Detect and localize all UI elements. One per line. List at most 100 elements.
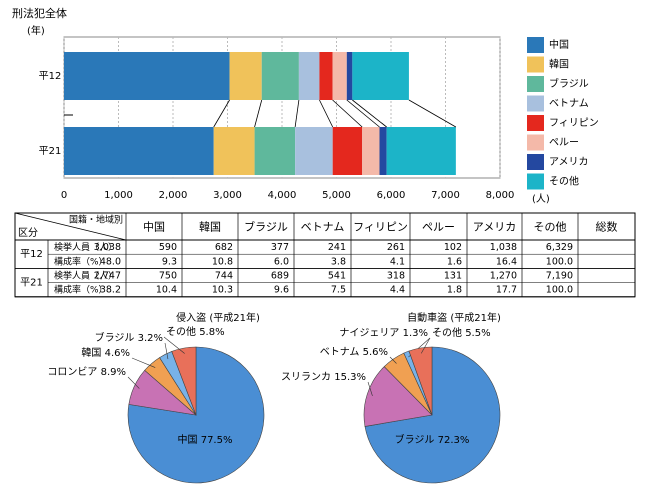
cell: 10.3	[212, 285, 233, 296]
slice-label: ベトナム 5.6%	[320, 346, 388, 358]
x-tick-label: 4,000	[268, 190, 297, 201]
cell: 10.4	[156, 285, 177, 296]
slice-value: 15.3%	[334, 372, 366, 383]
legend-swatch	[527, 115, 544, 131]
column-header: ベトナム	[301, 221, 345, 234]
slice-category: その他	[166, 325, 196, 338]
cell: 744	[215, 271, 233, 282]
slice-value: 77.5%	[201, 435, 233, 446]
slice-label: ブラジル 3.2%	[95, 331, 163, 344]
slice-label: ブラジル 72.3%	[395, 433, 470, 446]
leader-line	[389, 356, 397, 364]
leader-line	[367, 381, 373, 396]
pie-slice	[363, 366, 433, 427]
bar-segment	[386, 127, 456, 175]
chart-title: 刑法犯全体	[12, 6, 67, 20]
slice-category: その他	[432, 326, 462, 339]
column-header: 中国	[143, 221, 165, 234]
connector-line	[254, 99, 263, 128]
bar-segment	[352, 52, 409, 100]
cell: 102	[444, 242, 462, 253]
y-axis-label: (年)	[27, 24, 45, 37]
y-tick-label: 平21	[39, 146, 62, 157]
bar-segment	[298, 52, 320, 100]
column-header: 総数	[596, 220, 618, 234]
x-tick-label: 1,000	[104, 190, 133, 201]
leader-line	[127, 376, 140, 389]
slice-category: 韓国	[81, 347, 101, 359]
bar-segment	[319, 52, 333, 100]
cell: 4.1	[390, 256, 405, 267]
column-header: 韓国	[199, 221, 221, 234]
legend-swatch	[527, 134, 544, 151]
slice-category: 中国	[178, 433, 198, 446]
slice-label: スリランカ 15.3%	[281, 371, 366, 383]
column-header: フィリピン	[353, 221, 408, 234]
bar-segment	[229, 52, 262, 100]
legend-swatch	[527, 76, 544, 92]
group-label: 平21	[20, 278, 43, 289]
connector-line	[352, 99, 387, 128]
cell: 2,747	[94, 271, 121, 282]
slice-value: 3.2%	[138, 333, 163, 344]
legend-label: ベトナム	[549, 98, 589, 110]
leader-line	[420, 337, 431, 354]
connector-line	[408, 99, 457, 128]
slice-value: 5.5%	[465, 328, 490, 339]
slice-category: ブラジル	[395, 433, 435, 446]
cell: 261	[387, 242, 405, 253]
corner-bottom: 区分	[18, 227, 38, 239]
cell: 17.7	[496, 285, 517, 296]
connector-line	[346, 99, 380, 128]
cell: 10.8	[212, 256, 233, 267]
cell: 9.3	[162, 256, 177, 267]
row-label: 構成率（%）	[54, 255, 108, 267]
cell: 38.2	[100, 285, 121, 296]
bar-segment	[379, 127, 387, 175]
bar-segment	[213, 127, 255, 175]
group-label: 平12	[20, 249, 43, 260]
slice-value: 72.3%	[438, 435, 470, 446]
cell: 3.8	[331, 256, 346, 267]
column-header: アメリカ	[473, 221, 516, 234]
slice-label: その他 5.8%	[166, 325, 225, 338]
y-tick-label: 平12	[39, 71, 62, 82]
slice-value: 8.9%	[101, 367, 126, 378]
leader-line	[131, 357, 156, 368]
legend-label: アメリカ	[549, 156, 589, 168]
row-label: 検挙人員（人）	[54, 241, 117, 253]
bar-segment	[254, 127, 296, 175]
cell: 241	[328, 242, 346, 253]
legend-label: 中国	[549, 38, 569, 51]
slice-value: 1.3%	[403, 328, 428, 339]
leader-line	[164, 342, 169, 360]
x-tick-label: 7,000	[431, 190, 460, 201]
legend-label: ペルー	[549, 138, 579, 149]
x-tick-label: 8,000	[486, 190, 515, 201]
x-tick-label: 6,000	[377, 190, 406, 201]
slice-category: ベトナム	[320, 346, 360, 358]
slice-value: 5.6%	[363, 347, 388, 358]
slice-category: スリランカ	[281, 371, 331, 383]
legend-swatch	[527, 56, 544, 73]
column-header: ペルー	[422, 221, 455, 234]
cell: 9.6	[274, 285, 289, 296]
cell: 541	[328, 271, 346, 282]
bar-segment	[295, 127, 333, 175]
bar-segment	[64, 127, 214, 175]
slice-label: 韓国 4.6%	[81, 347, 130, 359]
pie-slice	[171, 346, 197, 416]
pie-title: 自動車盗 (平成21年)	[407, 311, 501, 324]
x-tick-label: 3,000	[213, 190, 242, 201]
slice-category: コロンビア	[47, 366, 97, 378]
pie-slice	[408, 346, 433, 416]
legend-swatch	[527, 173, 544, 190]
cell: 100.0	[546, 285, 573, 296]
x-tick-label: 2,000	[159, 190, 188, 201]
row-label: 検挙人員（人）	[54, 270, 117, 282]
cell: 48.0	[100, 256, 121, 267]
pie-slice	[364, 346, 501, 484]
cell: 1,038	[490, 242, 517, 253]
column-header: その他	[534, 221, 567, 234]
